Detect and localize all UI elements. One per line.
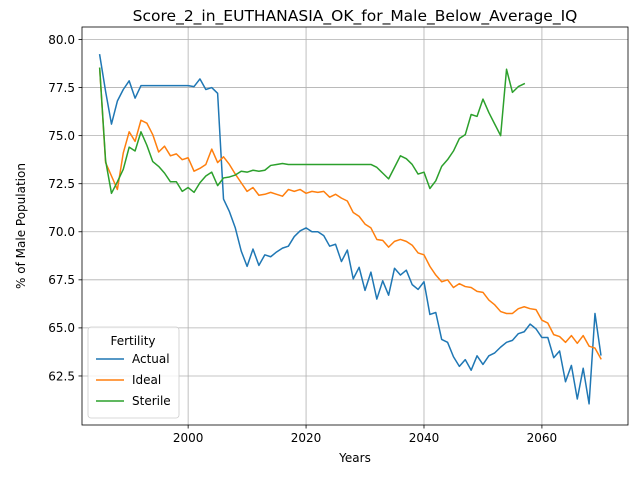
x-tick-label: 2060 — [527, 431, 558, 445]
legend-frame — [87, 326, 180, 419]
legend-label-actual: Actual — [132, 352, 170, 366]
y-tick-label: 80.0 — [48, 33, 75, 47]
x-tick-label: 2020 — [291, 431, 322, 445]
legend-label-sterile: Sterile — [132, 394, 171, 408]
y-tick-label: 70.0 — [48, 225, 75, 239]
series-line-ideal — [98, 67, 602, 360]
y-tick-label: 65.0 — [48, 321, 75, 335]
plot-area-frame — [81, 26, 629, 426]
grid-lines — [82, 27, 628, 425]
legend-label-ideal: Ideal — [132, 373, 161, 387]
series-line-actual — [98, 54, 602, 405]
y-tick-label: 72.5 — [48, 177, 75, 191]
x-axis-label: Years — [338, 451, 371, 465]
x-tick-label: 2040 — [409, 431, 440, 445]
y-tick-label: 77.5 — [48, 81, 75, 95]
legend: Fertility Actual Ideal Sterile — [87, 326, 180, 419]
y-tick-label: 67.5 — [48, 273, 75, 287]
chart-title: Score_2_in_EUTHANASIA_OK_for_Male_Below_… — [133, 7, 578, 26]
x-tick-label: 2000 — [173, 431, 204, 445]
y-tick-label: 62.5 — [48, 369, 75, 383]
series-line-sterile — [98, 67, 526, 195]
series-lines — [98, 54, 602, 405]
y-axis-label: % of Male Population — [14, 163, 28, 289]
y-tick-label: 75.0 — [48, 129, 75, 143]
y-axis-ticks: 62.5 65.0 67.5 70.0 72.5 75.0 77.5 80.0 — [48, 33, 82, 383]
x-axis-ticks: 2000 2020 2040 2060 — [173, 425, 557, 445]
legend-title: Fertility — [110, 334, 155, 348]
